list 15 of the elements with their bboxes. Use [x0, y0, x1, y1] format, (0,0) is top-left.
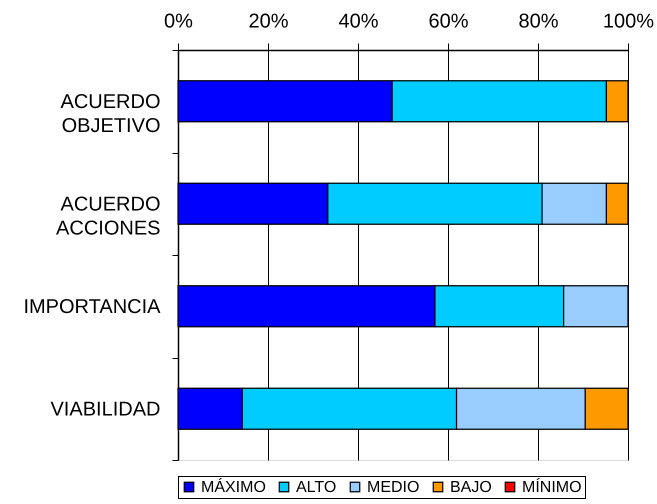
legend-label: MÍNIMO	[522, 478, 582, 496]
y-tick-label: VIABILIDAD	[50, 398, 160, 420]
x-tick-label: 100%	[602, 10, 654, 32]
x-tick-label: 0%	[164, 10, 194, 32]
x-tick-label: 60%	[428, 10, 469, 32]
legend-label: MÁXIMO	[201, 478, 266, 496]
x-tick-label: 80%	[518, 10, 559, 32]
y-tick-label: IMPORTANCIA	[23, 296, 162, 318]
y-tick-label: ACUERDO ACCIONES	[56, 193, 160, 240]
x-tick-label: 40%	[338, 10, 379, 32]
legend-label: BAJO	[450, 479, 492, 496]
x-tick-label: 20%	[248, 10, 289, 32]
y-tick-label: ACUERDO OBJETIVO	[60, 90, 160, 137]
legend-label: MEDIO	[367, 479, 420, 496]
legend-label: ALTO	[296, 479, 336, 496]
